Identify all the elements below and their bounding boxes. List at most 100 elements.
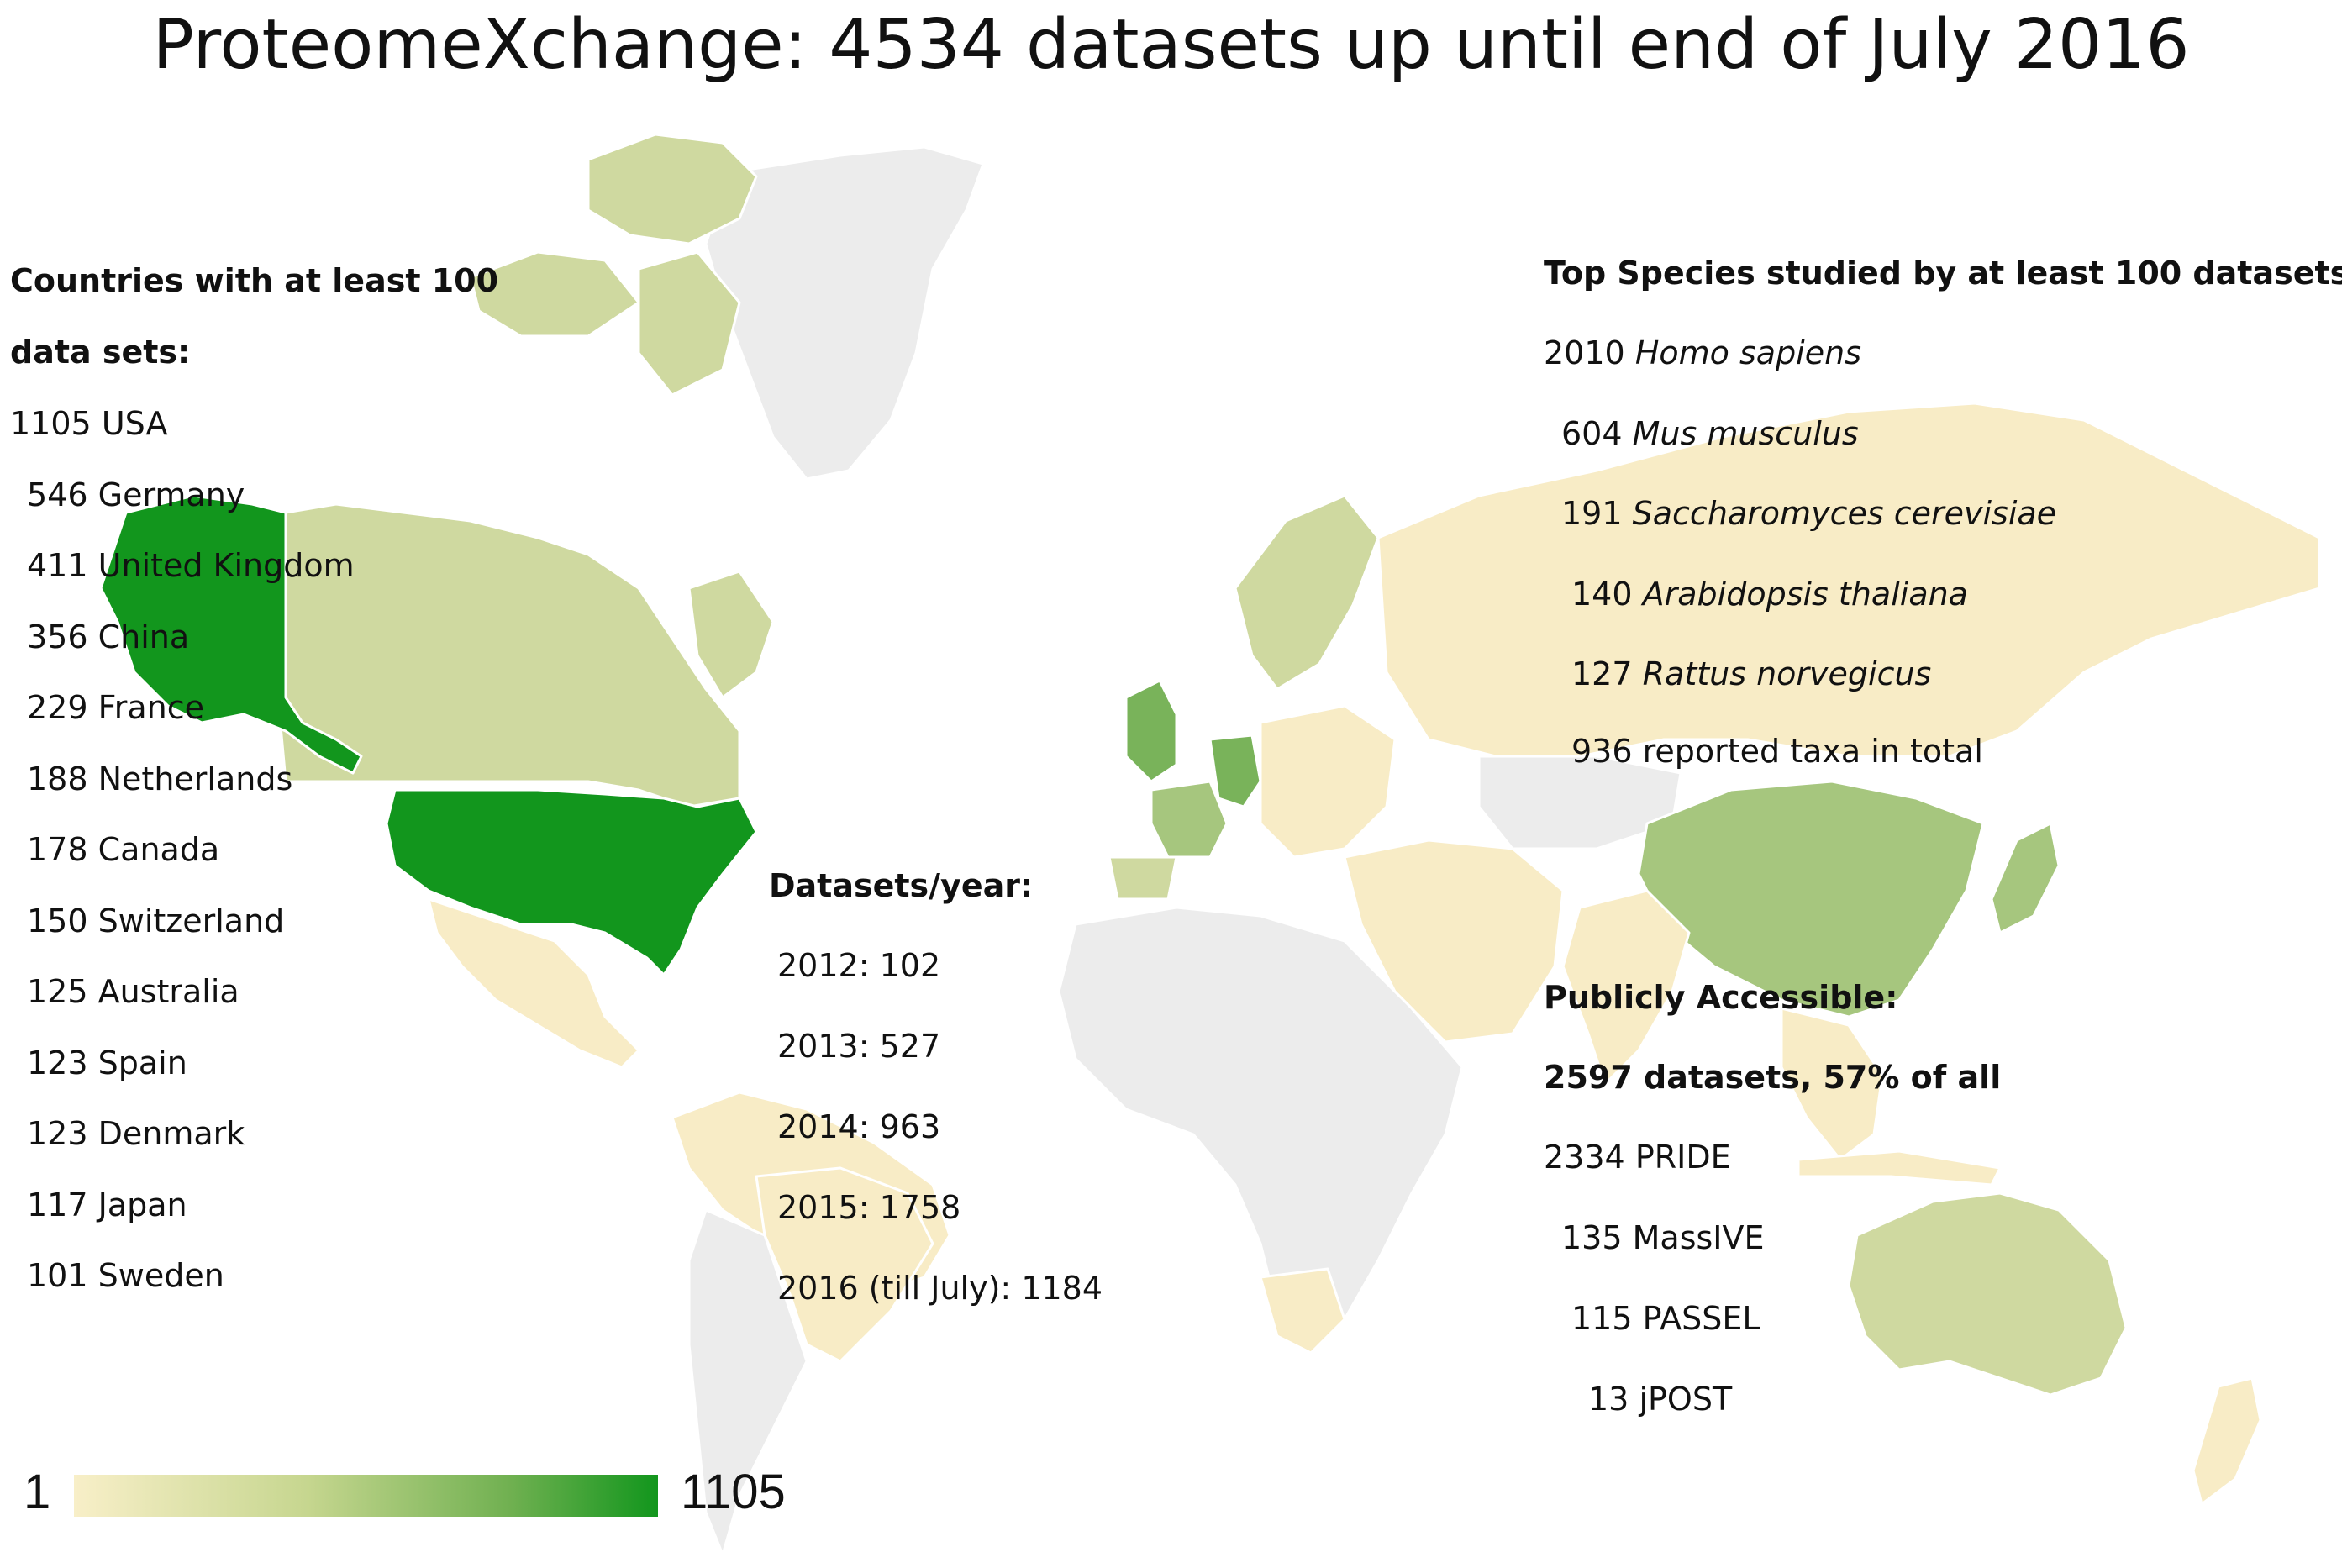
country-name: Japan <box>97 1186 187 1223</box>
map-region-united-kingdom <box>1124 679 1178 783</box>
species-count: 127 <box>1571 655 1633 692</box>
map-region-south-africa <box>1259 1267 1346 1355</box>
year-label: 2015: <box>777 1189 870 1226</box>
country-count: 356 <box>27 618 88 655</box>
species-row: 127 Rattus norvegicus <box>1571 655 1931 692</box>
country-row: 229 France <box>27 689 204 726</box>
species-count: 604 <box>1561 414 1623 452</box>
public-subheading: 2597 datasets, 57% of all <box>1544 1059 2002 1096</box>
species-count: 140 <box>1571 575 1633 613</box>
repo-row: 2334 PRIDE <box>1544 1139 1731 1176</box>
year-label: 2014: <box>777 1108 870 1145</box>
legend-gradient-bar <box>74 1475 658 1517</box>
country-row: 1105 USA <box>10 405 167 442</box>
country-name: France <box>97 689 204 726</box>
repo-name: jPOST <box>1639 1381 1733 1418</box>
country-row: 117 Japan <box>27 1187 187 1223</box>
species-name: Rattus norvegicus <box>1642 655 1932 692</box>
repo-count: 13 <box>1588 1381 1629 1418</box>
country-name: Denmark <box>97 1115 245 1152</box>
country-name: Switzerland <box>97 902 285 939</box>
countries-heading-line1: Countries with at least 100 <box>10 262 499 299</box>
map-region-southeast-asia <box>1780 1007 1884 1161</box>
map-region-australia <box>1847 1192 2128 1397</box>
species-row: 191 Saccharomyces cerevisiae <box>1561 495 2056 532</box>
species-name: Arabidopsis thaliana <box>1642 575 1968 613</box>
year-value: 1758 <box>879 1189 961 1226</box>
repo-count: 2334 <box>1544 1139 1625 1176</box>
country-count: 125 <box>27 973 88 1010</box>
species-row: 140 Arabidopsis thaliana <box>1571 576 1968 613</box>
year-value: 527 <box>879 1028 941 1065</box>
year-value: 963 <box>879 1108 941 1145</box>
country-name: Spain <box>97 1044 187 1081</box>
year-value: 1184 <box>1021 1270 1103 1307</box>
species-count: 191 <box>1561 495 1623 532</box>
country-name: Canada <box>97 831 220 868</box>
year-label: 2016 (till July): <box>777 1270 1012 1307</box>
country-name: USA <box>101 405 168 442</box>
country-count: 546 <box>27 476 88 513</box>
repo-name: PRIDE <box>1634 1139 1731 1176</box>
countries-heading-line2: data sets: <box>10 334 191 371</box>
year-value: 102 <box>879 947 941 984</box>
repo-name: PASSEL <box>1642 1300 1760 1337</box>
country-name: United Kingdom <box>97 547 355 584</box>
year-label: 2012: <box>777 947 870 984</box>
repo-row: 135 MassIVE <box>1561 1219 1765 1256</box>
country-row: 178 Canada <box>27 831 219 868</box>
country-row: 123 Denmark <box>27 1115 245 1152</box>
map-region-canada-islands <box>469 250 640 338</box>
species-total: 936 reported taxa in total <box>1571 733 1983 770</box>
year-row: 2013: 527 <box>777 1028 940 1065</box>
legend-max-label: 1105 <box>681 1465 786 1519</box>
map-region-spain <box>1108 855 1178 901</box>
repo-row: 115 PASSEL <box>1571 1300 1760 1337</box>
country-count: 117 <box>27 1186 88 1223</box>
country-name: Germany <box>97 476 245 513</box>
species-row: 2010 Homo sapiens <box>1544 334 1861 371</box>
map-region-germany <box>1208 734 1262 808</box>
map-region-europe-east <box>1259 704 1397 859</box>
map-region-new-zealand <box>2192 1376 2262 1506</box>
country-row: 123 Spain <box>27 1044 187 1081</box>
country-count: 101 <box>27 1257 88 1294</box>
year-row: 2015: 1758 <box>777 1189 960 1226</box>
map-region-japan <box>1990 822 2060 934</box>
repo-count: 135 <box>1561 1219 1623 1256</box>
public-heading: Publicly Accessible: <box>1544 979 1898 1016</box>
map-region-india <box>1561 889 1691 1086</box>
country-name: China <box>97 618 190 655</box>
years-heading: Datasets/year: <box>769 867 1034 904</box>
country-count: 178 <box>27 831 88 868</box>
country-count: 150 <box>27 902 88 939</box>
map-region-usa <box>385 788 758 976</box>
map-region-canada-east <box>687 570 775 699</box>
map-region-south-america-south <box>687 1208 808 1556</box>
country-count: 411 <box>27 547 88 584</box>
year-label: 2013: <box>777 1028 870 1065</box>
species-name: Saccharomyces cerevisiae <box>1632 495 2057 532</box>
year-row: 2012: 102 <box>777 947 940 984</box>
country-name: Australia <box>97 973 239 1010</box>
species-heading: Top Species studied by at least 100 data… <box>1544 255 2342 292</box>
year-row: 2014: 963 <box>777 1108 940 1145</box>
country-row: 356 China <box>27 618 189 655</box>
map-region-central-asia <box>1477 755 1682 850</box>
country-count: 188 <box>27 760 88 797</box>
country-count: 1105 <box>10 405 92 442</box>
map-region-brazil <box>755 1166 934 1363</box>
country-row: 188 Netherlands <box>27 760 292 797</box>
repo-count: 115 <box>1571 1300 1633 1337</box>
country-name: Sweden <box>97 1257 224 1294</box>
country-count: 123 <box>27 1115 88 1152</box>
country-row: 546 Germany <box>27 476 245 513</box>
legend-min-label: 1 <box>24 1465 51 1519</box>
map-region-france <box>1150 780 1229 859</box>
species-count: 2010 <box>1544 334 1625 371</box>
map-region-scandinavia <box>1234 494 1380 691</box>
country-count: 123 <box>27 1044 88 1081</box>
country-row: 411 United Kingdom <box>27 547 355 584</box>
map-region-baffin <box>637 250 741 397</box>
